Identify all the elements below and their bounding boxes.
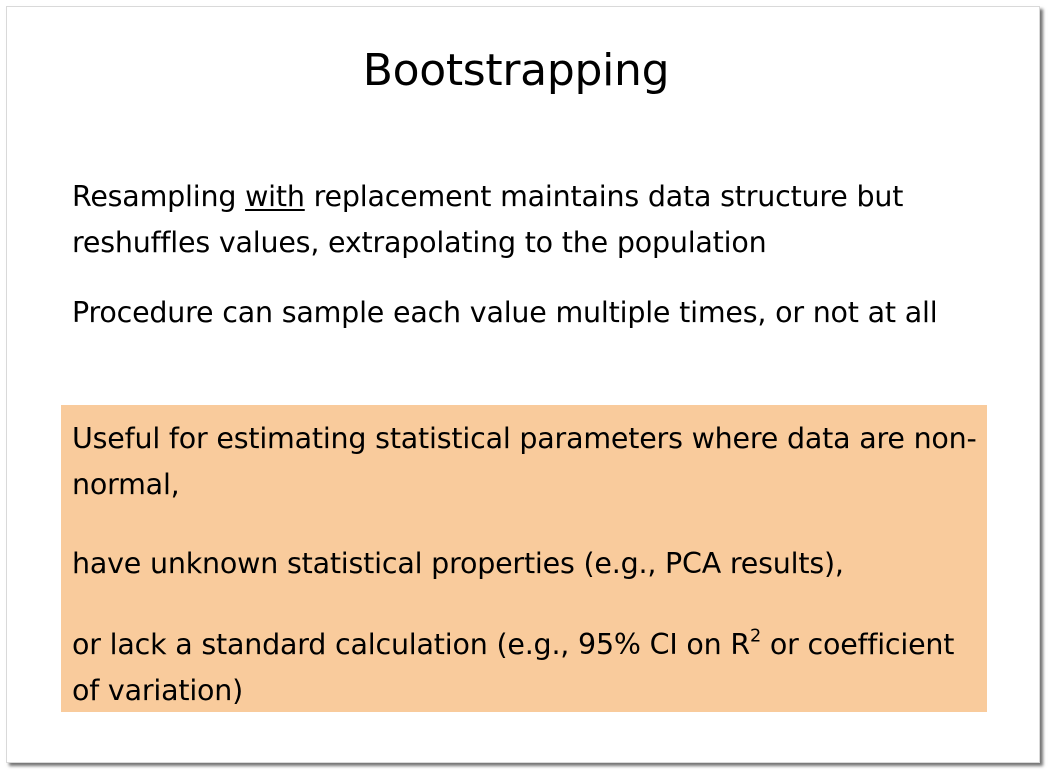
bullet-resampling-line-1: Resampling with replacement maintains da… (72, 174, 992, 220)
bullet-procedure: Procedure can sample each value multiple… (72, 296, 938, 329)
slide-title: Bootstrapping (362, 45, 670, 96)
highlight-paragraph-useful: Useful for estimating statistical parame… (72, 416, 987, 508)
highlight-lack-pre: or lack a standard calculation (e.g., 95… (72, 628, 750, 661)
highlight-useful-line-2: normal, (72, 468, 180, 501)
bullet-resampling-rest: replacement maintains data structure but (304, 180, 904, 213)
highlight-lack-line-2: of variation) (72, 674, 244, 707)
highlight-lack-line-1: or lack a standard calculation (e.g., 95… (72, 622, 987, 668)
highlight-useful-line-1: Useful for estimating statistical parame… (72, 422, 977, 455)
highlight-box: Useful for estimating statistical parame… (61, 405, 987, 712)
bullet-resampling: Resampling with replacement maintains da… (72, 174, 992, 266)
highlight-paragraph-unknown: have unknown statistical properties (e.g… (72, 547, 844, 580)
highlight-paragraph-lack: or lack a standard calculation (e.g., 95… (72, 622, 987, 714)
superscript-2: 2 (749, 626, 762, 647)
slide: Bootstrapping Resampling with replacemen… (6, 6, 1040, 763)
emphasis-with: with (245, 180, 305, 213)
bullet-resampling-pre: Resampling (72, 180, 246, 213)
highlight-lack-post: or coefficient (761, 628, 955, 661)
bullet-resampling-line-2: reshuffles values, extrapolating to the … (72, 226, 767, 259)
